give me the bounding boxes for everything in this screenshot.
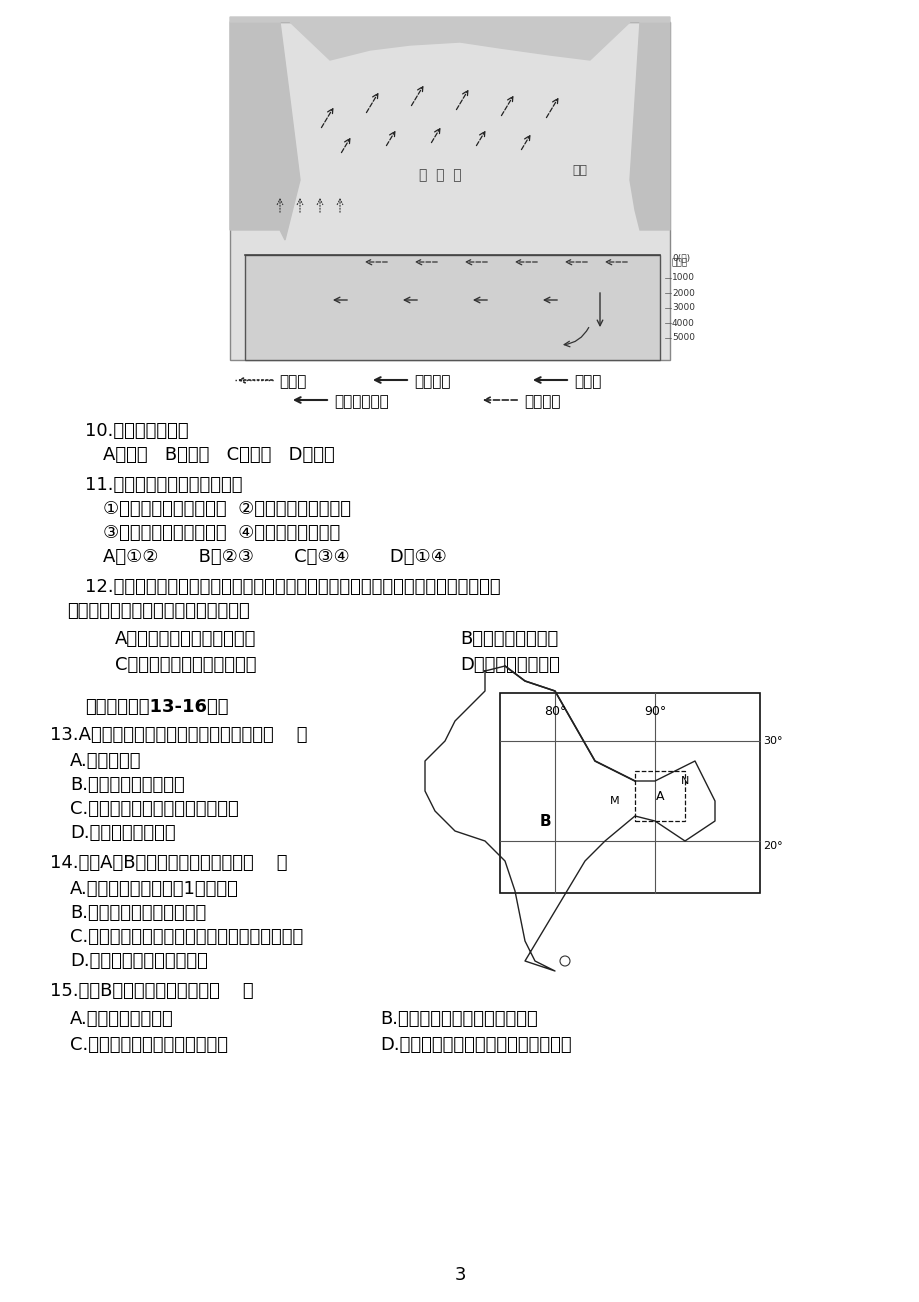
Text: B.主要经济作物是棉花、黄麻等: B.主要经济作物是棉花、黄麻等 <box>380 1010 538 1029</box>
Text: B、先顺航，后逆航: B、先顺航，后逆航 <box>460 630 558 648</box>
Text: C、先逆航，后顺航，再逆航: C、先逆航，后顺航，再逆航 <box>115 656 256 674</box>
Bar <box>230 22 669 359</box>
Text: D.是世界上石油和铁矿石的重要出口国: D.是世界上石油和铁矿石的重要出口国 <box>380 1036 571 1055</box>
Text: C.地形分布都是北部山地、中部平原、南部高原: C.地形分布都是北部山地、中部平原、南部高原 <box>70 928 303 947</box>
Text: A、先顺流，再逆航，再顺航: A、先顺流，再逆航，再顺航 <box>115 630 256 648</box>
Text: 3: 3 <box>454 1266 465 1284</box>
Polygon shape <box>630 22 669 230</box>
Text: 30°: 30° <box>762 736 782 746</box>
Text: 表层寒流: 表层寒流 <box>414 374 450 389</box>
Text: A: A <box>655 789 664 802</box>
Text: 1000: 1000 <box>671 273 694 283</box>
Text: 20°: 20° <box>762 841 782 852</box>
Text: A.耕地面积少于中国: A.耕地面积少于中国 <box>70 1010 174 1029</box>
Text: 上升流: 上升流 <box>278 374 306 389</box>
Text: 5000: 5000 <box>671 333 694 342</box>
Text: A、春季   B、夏季   C、秋季   D、冬季: A、春季 B、夏季 C、秋季 D、冬季 <box>103 447 335 464</box>
Text: 底层流: 底层流 <box>573 374 601 389</box>
Text: D、先逆航，后顺航: D、先逆航，后顺航 <box>460 656 560 674</box>
Text: A.都是世界上人口超过1亿的国家: A.都是世界上人口超过1亿的国家 <box>70 880 239 898</box>
Text: 10.图中所示季节为: 10.图中所示季节为 <box>85 422 188 440</box>
Text: 4000: 4000 <box>671 319 694 328</box>
Text: M: M <box>609 796 619 806</box>
Bar <box>244 255 659 359</box>
Text: N: N <box>680 776 688 786</box>
Text: B.都是世界上经济发达国家: B.都是世界上经济发达国家 <box>70 904 206 922</box>
Text: C.工业主要分布在南部沿海地带: C.工业主要分布在南部沿海地带 <box>70 1036 228 1055</box>
Text: 海平面: 海平面 <box>671 259 687 267</box>
Text: 表层暖流: 表层暖流 <box>524 395 560 409</box>
Circle shape <box>560 956 570 966</box>
Text: D.大型工程建设不当: D.大型工程建设不当 <box>70 824 176 842</box>
Text: ③沿岸地区海洋生物增多  ④表层海水盐度下降: ③沿岸地区海洋生物增多 ④表层海水盐度下降 <box>103 523 340 542</box>
Text: 90°: 90° <box>643 704 665 717</box>
Text: B: B <box>539 814 550 828</box>
Text: C.全年降水量大，且季节分配均匀: C.全年降水量大，且季节分配均匀 <box>70 799 239 818</box>
Text: 3000: 3000 <box>671 303 694 312</box>
Text: ①大气环流以上升流为主  ②沿岸地区降水量增加: ①大气环流以上升流为主 ②沿岸地区降水量增加 <box>103 500 351 518</box>
Text: 80°: 80° <box>543 704 565 717</box>
Text: 西南季风风向: 西南季风风向 <box>334 395 389 409</box>
Text: 路都是昼短夜长，该货轮航行的情况是: 路都是昼短夜长，该货轮航行的情况是 <box>67 602 249 620</box>
Text: 赤道: 赤道 <box>572 164 587 177</box>
Text: 13.A国经常发生洪涹灾害，其主要原因是（    ）: 13.A国经常发生洪涹灾害，其主要原因是（ ） <box>50 727 307 743</box>
Text: B.地势低平，容易积水: B.地势低平，容易积水 <box>70 776 185 794</box>
Polygon shape <box>230 17 669 60</box>
Text: A.海平面升高: A.海平面升高 <box>70 753 142 769</box>
Text: 2000: 2000 <box>671 289 694 297</box>
Bar <box>499 693 759 893</box>
Text: 12.一艴货轮从大西洋经直布罗陀海峡、地中海到红海，最终到达印度的加尔各答，一: 12.一艴货轮从大西洋经直布罗陀海峡、地中海到红海，最终到达印度的加尔各答，一 <box>85 578 500 596</box>
Text: 读右图，回等13-16题。: 读右图，回等13-16题。 <box>85 698 228 716</box>
Text: 14.关于A、B两国的叙述，正确的是（    ）: 14.关于A、B两国的叙述，正确的是（ ） <box>50 854 288 872</box>
Text: 11.上升流影响印度洋西部海域: 11.上升流影响印度洋西部海域 <box>85 477 243 493</box>
Text: 15.关于B国的叙述，正确的是（    ）: 15.关于B国的叙述，正确的是（ ） <box>50 982 254 1000</box>
Text: 印  度  洋: 印 度 洋 <box>418 168 460 182</box>
Bar <box>634 771 685 822</box>
Text: A、①②       B、②③       C、③④       D、①④: A、①② B、②③ C、③④ D、①④ <box>103 548 447 566</box>
Polygon shape <box>230 22 300 240</box>
Text: 0(米): 0(米) <box>671 254 689 263</box>
Text: D.都有大面积热带沙漠分布: D.都有大面积热带沙漠分布 <box>70 952 208 970</box>
